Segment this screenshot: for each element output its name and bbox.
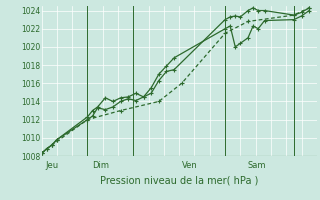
X-axis label: Pression niveau de la mer( hPa ): Pression niveau de la mer( hPa ) <box>100 175 258 185</box>
